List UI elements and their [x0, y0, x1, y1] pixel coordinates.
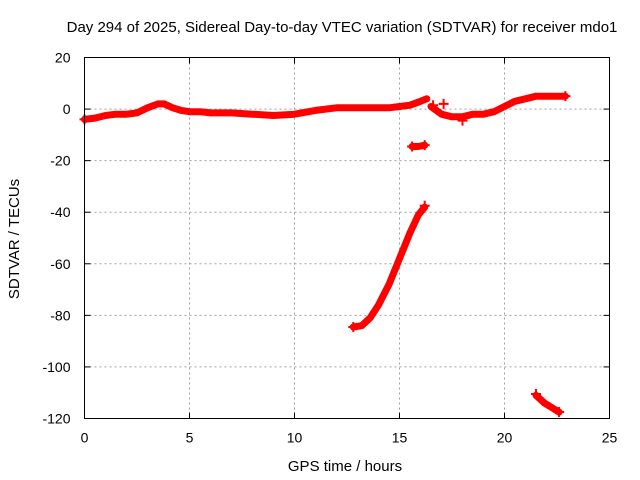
x-tick-label: 10: [287, 430, 303, 446]
y-tick-label: -120: [42, 411, 70, 427]
series-main-track: [81, 95, 431, 123]
x-tick-labels: 0 5 10 15 20 25: [81, 430, 618, 446]
chart-title: Day 294 of 2025, Sidereal Day-to-day VTE…: [67, 19, 618, 36]
axis-ticks: [84, 57, 610, 419]
series-rising-arc: [349, 203, 429, 331]
series-descending-tail: [532, 391, 563, 416]
y-tick-label: -20: [50, 153, 70, 169]
data-point: [438, 98, 449, 109]
y-tick-label: -40: [50, 204, 70, 220]
plot-frame: [84, 57, 610, 419]
data-series: [79, 91, 571, 418]
y-tick-label: -60: [50, 256, 70, 272]
data-point: [428, 100, 439, 111]
y-tick-label: -80: [50, 307, 70, 323]
data-point: [457, 115, 468, 126]
data-point: [407, 141, 418, 152]
x-tick-label: 5: [186, 430, 194, 446]
y-tick-labels: 20 0 -20 -40 -60 -80 -100 -120: [42, 50, 70, 427]
x-tick-label: 0: [81, 430, 89, 446]
data-point: [560, 91, 571, 102]
x-axis-title: GPS time / hours: [288, 458, 402, 475]
y-tick-label: 0: [63, 101, 71, 117]
data-point: [419, 200, 430, 211]
x-tick-label: 15: [392, 430, 408, 446]
data-point: [348, 321, 359, 332]
data-point: [554, 407, 565, 418]
data-point: [531, 389, 541, 400]
series-late-track: [427, 92, 569, 121]
y-axis-title: SDTVAR / TECUs: [6, 179, 23, 299]
y-tick-label: -100: [42, 359, 70, 375]
grid-lines: [84, 57, 610, 419]
x-tick-label: 25: [602, 430, 618, 446]
x-tick-label: 20: [497, 430, 513, 446]
data-point: [419, 140, 430, 151]
y-tick-label: 20: [55, 50, 71, 66]
